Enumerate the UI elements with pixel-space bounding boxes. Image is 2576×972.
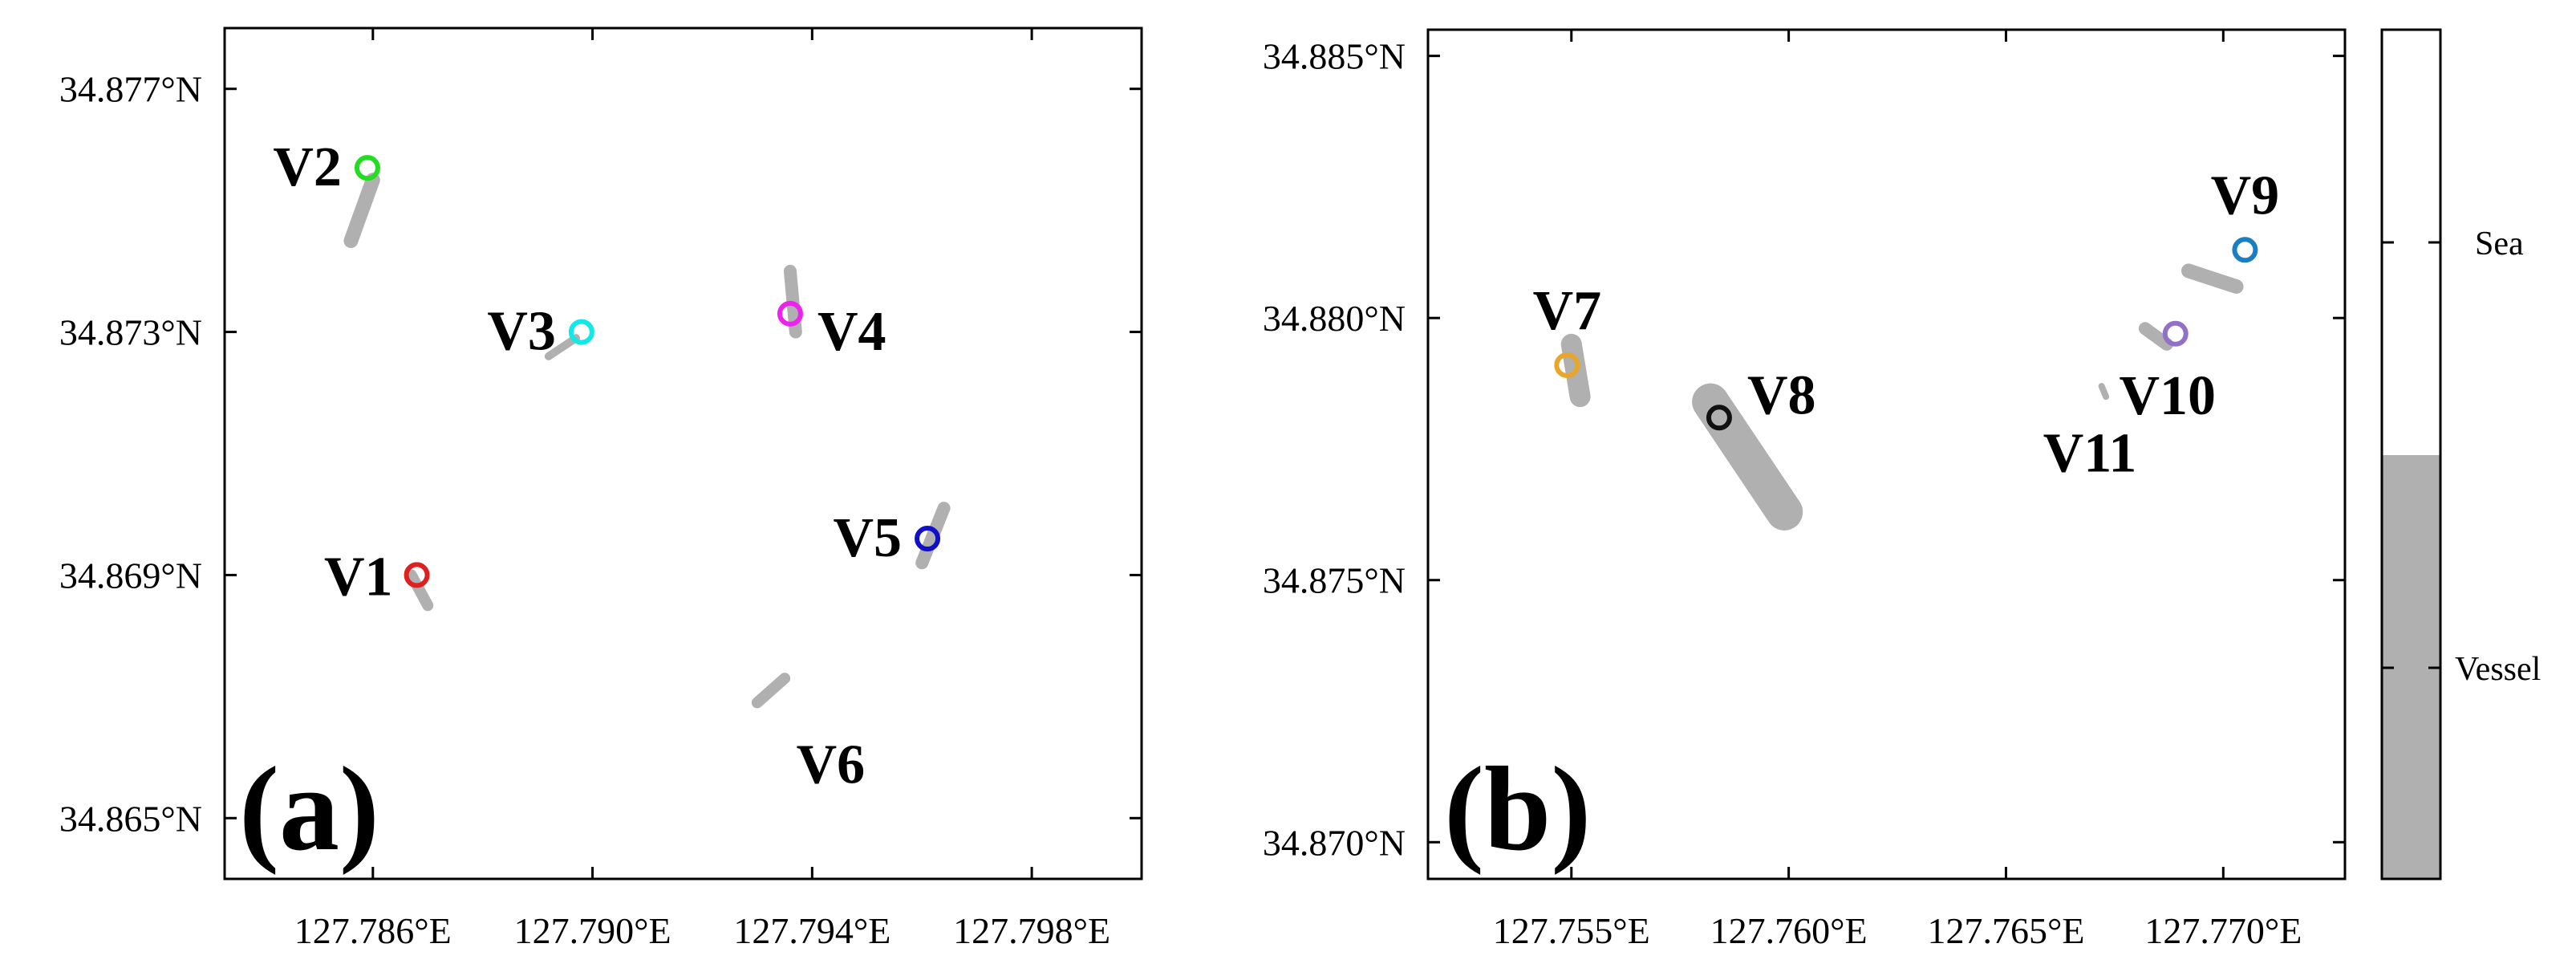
vessel-label-v6: V6	[797, 734, 866, 796]
vessel-footprint-v3	[544, 334, 581, 360]
vessel-label-v8: V8	[1747, 364, 1816, 426]
vessel-footprint-v8	[1692, 383, 1803, 531]
vessel-footprint-v6	[751, 673, 791, 709]
y-tick-label: 34.877°N	[59, 69, 202, 110]
colorbar: Sea Vessel	[2380, 28, 2541, 880]
panel-a: (a) 127.786°E 127.790°E 127.794°E 127.798°E…	[59, 26, 1143, 951]
panel-b-label: (b)	[1444, 742, 1591, 876]
vessel-marker-v5	[915, 526, 941, 551]
x-tick-label: 127.755°E	[1493, 910, 1650, 951]
vessel-footprint-v1	[405, 569, 434, 612]
colorbar-label-sea: Sea	[2475, 226, 2524, 262]
x-tick-label: 127.760°E	[1710, 910, 1868, 951]
colorbar-label-vessel: Vessel	[2455, 651, 2541, 688]
vessel-label-v11: V11	[2043, 423, 2137, 485]
y-tick-label: 34.870°N	[1263, 822, 1406, 863]
x-tick-label: 127.770°E	[2144, 910, 2302, 951]
y-tick-label: 34.873°N	[59, 312, 202, 353]
y-tick-label: 34.865°N	[59, 798, 202, 839]
x-tick-label: 127.786°E	[294, 910, 452, 951]
vessel-marker-v9	[2232, 237, 2258, 263]
y-tick-label: 34.875°N	[1263, 560, 1406, 601]
y-tick-label: 34.885°N	[1263, 36, 1406, 77]
vessel-label-v9: V9	[2211, 165, 2280, 226]
vessel-marker-v1	[404, 562, 430, 588]
colorbar-frame	[2380, 28, 2442, 880]
vessel-marker-v10	[2162, 320, 2189, 347]
vessel-footprint-v2	[343, 173, 380, 248]
vessel-marker-v4	[777, 300, 803, 327]
vessel-label-v1: V1	[324, 546, 393, 608]
panel-b: (b) 127.755°E 127.760°E 127.765°E 127.770°E…	[1263, 28, 2347, 951]
vessel-footprint-v5	[915, 502, 951, 570]
vessel-marker-v3	[568, 319, 594, 345]
vessel-marker-v2	[354, 155, 380, 181]
x-tick-label: 127.798°E	[953, 910, 1110, 951]
panel-b-frame	[1426, 28, 2347, 880]
vessel-label-v10: V10	[2119, 365, 2216, 427]
x-tick-label: 127.790°E	[514, 910, 671, 951]
x-tick-label: 127.765°E	[1927, 910, 2084, 951]
vessel-label-v2: V2	[273, 136, 342, 198]
vessel-marker-v8	[1706, 405, 1732, 431]
vessel-footprint-v10	[2138, 322, 2173, 351]
vessel-label-v5: V5	[834, 507, 903, 569]
vessel-marker-v7	[1554, 352, 1580, 378]
vessel-label-v7: V7	[1533, 280, 1602, 342]
panel-a-label: (a)	[239, 742, 379, 876]
y-tick-label: 34.869°N	[59, 555, 202, 596]
y-tick-label: 34.880°N	[1263, 298, 1406, 339]
vessel-footprint-v11	[2098, 383, 2110, 401]
vessel-footprint-v9	[2180, 263, 2244, 295]
x-tick-label: 127.794°E	[733, 910, 890, 951]
vessel-label-v3: V3	[487, 301, 556, 363]
vessel-label-v4: V4	[817, 301, 886, 363]
